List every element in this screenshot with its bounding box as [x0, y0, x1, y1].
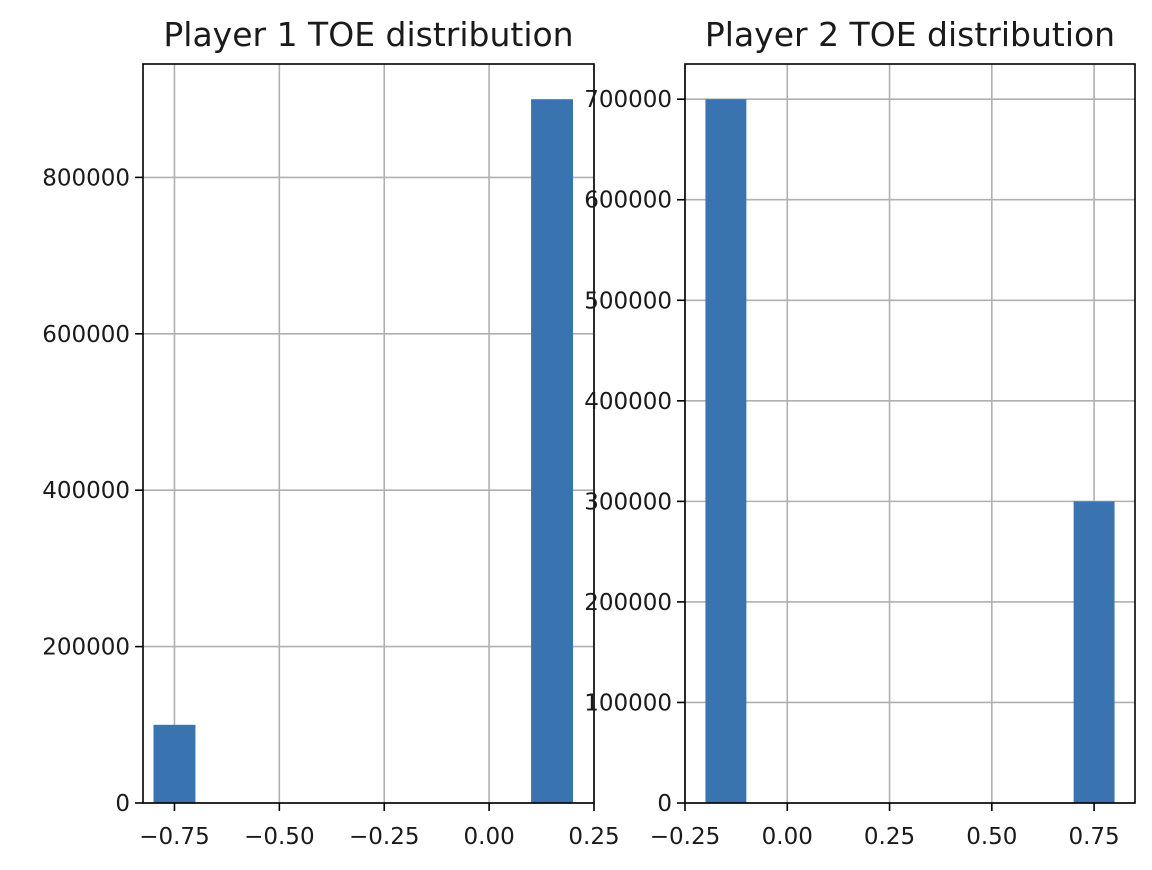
y-tick-label: 600000 — [584, 188, 672, 214]
x-tick-label: −0.75 — [139, 824, 209, 850]
y-tick-label: 0 — [115, 791, 130, 817]
histogram-bar — [705, 99, 747, 803]
x-tick-label: −0.50 — [244, 824, 314, 850]
x-tick-label: 0.50 — [966, 824, 1017, 850]
x-tick-label: −0.25 — [650, 824, 720, 850]
player-1-histogram: Player 1 TOE distribution −0.75 −0.50 −0.2… — [42, 15, 619, 850]
y-tick-label: 400000 — [584, 389, 672, 415]
player-2-histogram: Player 2 TOE distribution −0.25 0.00 0.25 0… — [584, 15, 1136, 850]
y-tick-label: 400000 — [42, 478, 130, 504]
y-tick-label: 700000 — [584, 87, 672, 113]
y-tick-label: 200000 — [584, 590, 672, 616]
y-tick-label: 0 — [657, 791, 672, 817]
x-tick-label: 0.75 — [1068, 824, 1119, 850]
y-tick-label: 200000 — [42, 635, 130, 661]
histogram-bar — [1073, 501, 1115, 803]
y-tick-label: 600000 — [42, 322, 130, 348]
y-tick-label: 500000 — [584, 288, 672, 314]
x-tick-label: 0.25 — [864, 824, 915, 850]
x-tick-label: 0.00 — [464, 824, 515, 850]
histogram-bar — [531, 99, 574, 803]
axes-frame — [142, 63, 595, 804]
chart-title-player-2: Player 2 TOE distribution — [705, 15, 1115, 54]
y-tick-label: 100000 — [584, 690, 672, 716]
y-tick-label: 300000 — [584, 489, 672, 515]
histogram-bar — [153, 724, 196, 803]
chart-title-player-1: Player 1 TOE distribution — [163, 15, 573, 54]
axes-frame — [684, 63, 1136, 804]
x-tick-label: −0.25 — [349, 824, 419, 850]
x-tick-label: 0.25 — [568, 824, 619, 850]
x-tick-label: 0.00 — [762, 824, 813, 850]
y-tick-label: 800000 — [42, 165, 130, 191]
